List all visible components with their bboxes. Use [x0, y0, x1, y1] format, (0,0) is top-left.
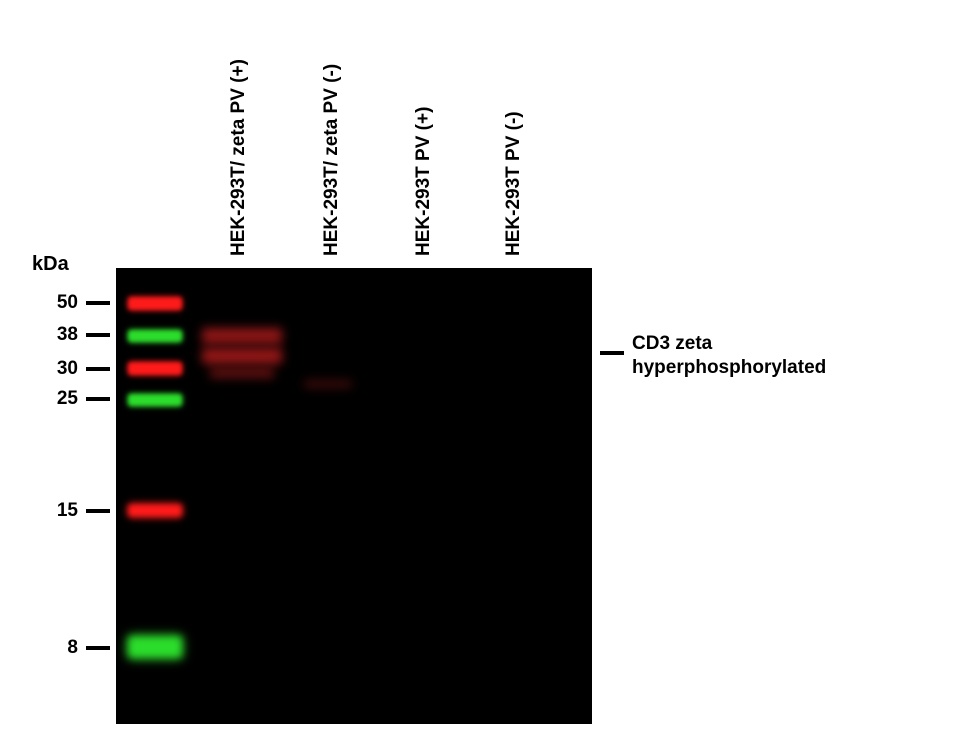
mw-marker-label: 30	[0, 358, 78, 380]
ladder-band	[128, 636, 182, 658]
band-annotation-tick	[600, 351, 624, 355]
mw-marker-label: 38	[0, 324, 78, 346]
ladder-band	[128, 330, 182, 342]
figure-canvas: kDa HEK-293T/ zeta PV (+) HEK-293T/ zeta P…	[0, 0, 959, 746]
ladder-band	[128, 394, 182, 406]
mw-marker-tick	[86, 301, 110, 305]
lane-label: HEK-293T/ zeta PV (-)	[321, 64, 343, 256]
band-annotation-label: CD3 zeta	[632, 333, 712, 355]
mw-marker-tick	[86, 509, 110, 513]
signal-band	[210, 368, 274, 378]
lane-label: HEK-293T/ zeta PV (+)	[228, 59, 250, 256]
mw-marker-label: 8	[0, 637, 78, 659]
signal-band	[202, 328, 282, 344]
lane-label: HEK-293T PV (-)	[503, 111, 525, 256]
signal-band	[304, 380, 352, 388]
mw-marker-tick	[86, 646, 110, 650]
mw-marker-label: 25	[0, 388, 78, 410]
ladder-band	[128, 297, 182, 310]
mw-marker-tick	[86, 397, 110, 401]
kda-axis-title: kDa	[32, 253, 69, 276]
mw-marker-label: 50	[0, 292, 78, 314]
western-blot-image	[116, 268, 592, 724]
band-annotation-label: hyperphosphorylated	[632, 357, 826, 379]
ladder-band	[128, 504, 182, 517]
mw-marker-tick	[86, 333, 110, 337]
signal-band	[202, 348, 282, 364]
ladder-band	[128, 362, 182, 375]
mw-marker-label: 15	[0, 500, 78, 522]
lane-label: HEK-293T PV (+)	[413, 107, 435, 256]
mw-marker-tick	[86, 367, 110, 371]
